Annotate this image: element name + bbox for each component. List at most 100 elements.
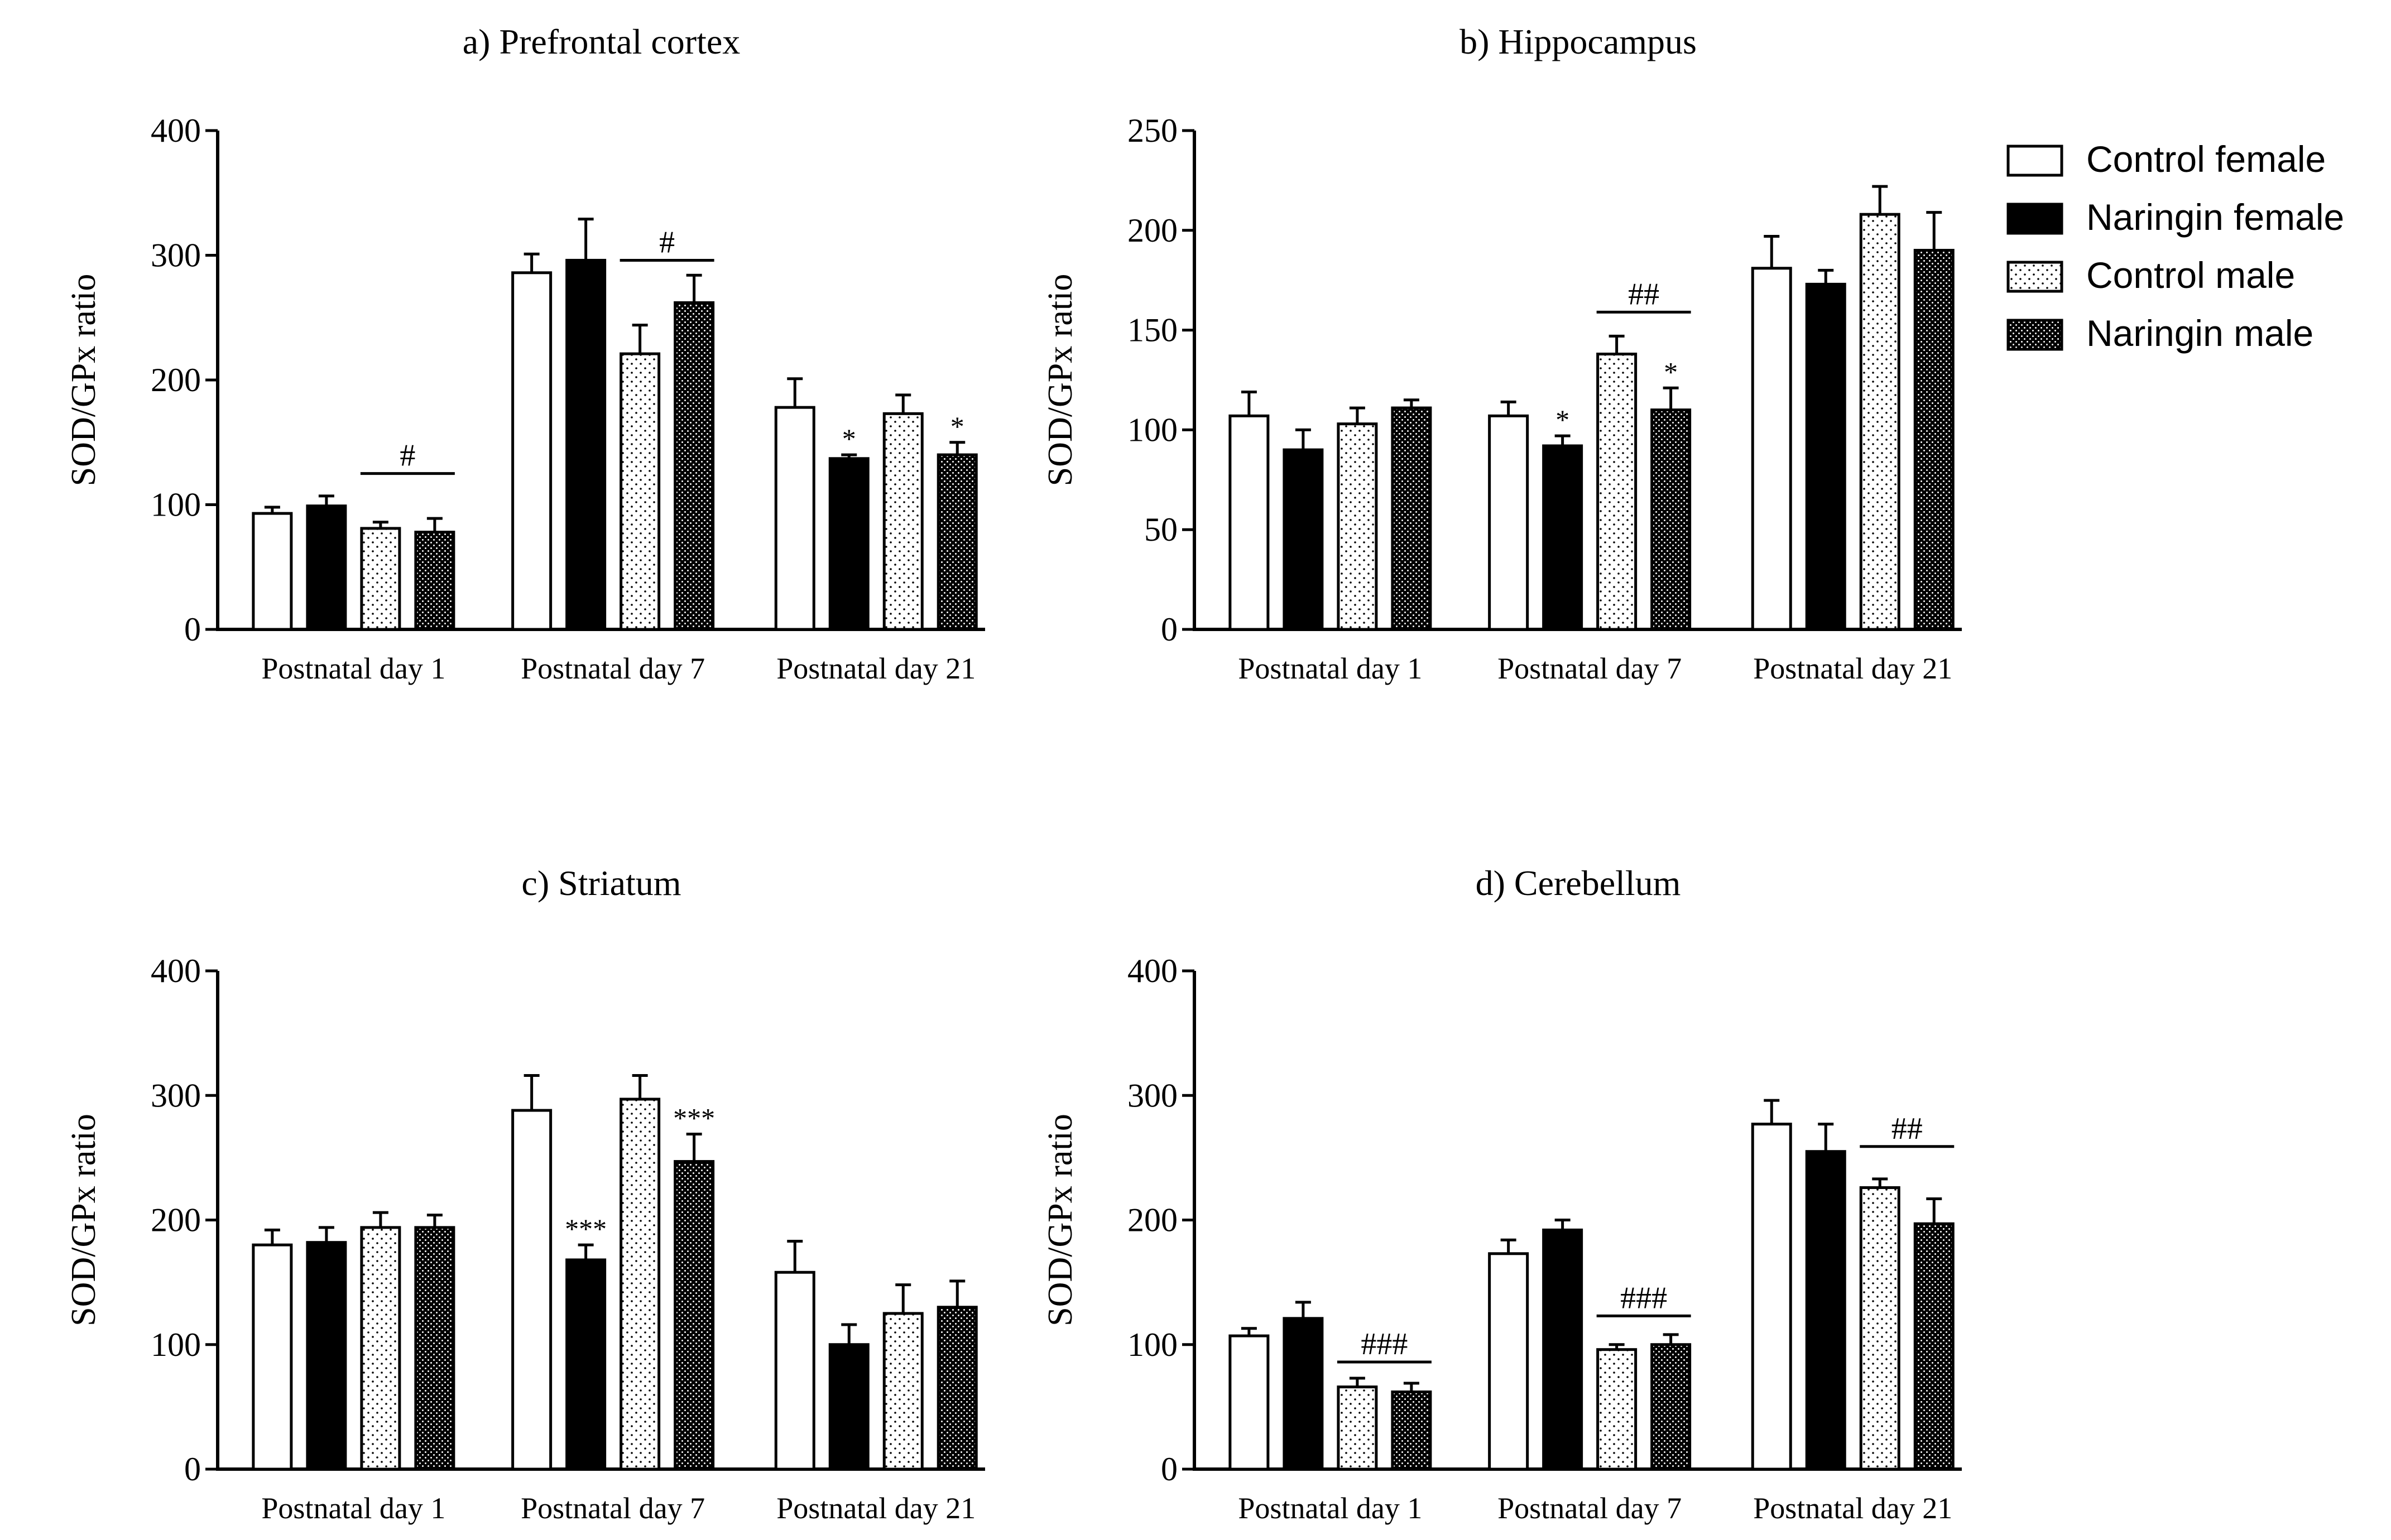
bar-control-female [252, 512, 293, 631]
bar-naringin-male [674, 301, 715, 631]
bar-naringin-female [1542, 1228, 1583, 1471]
x-tick-label: Postnatal day 1 [261, 1491, 445, 1525]
x-tick-label: Postnatal day 21 [776, 652, 976, 685]
panel-b-hippocampus: b) Hippocampus SOD/GPx ratio 0 50 100 150 200 2… [1041, 22, 1962, 685]
significance-hash: ### [1361, 1327, 1408, 1361]
y-tick-label: 400 [151, 952, 201, 989]
bar-control-female [511, 271, 553, 631]
bar-naringin-male [414, 1226, 455, 1471]
significance-star: * [842, 423, 856, 454]
y-axis-label: SOD/GPx ratio [65, 274, 103, 487]
bar-control-female [1488, 1252, 1529, 1471]
bar-control-female [1488, 414, 1529, 631]
bar-control-male [1337, 1385, 1378, 1471]
y-tick-label: 300 [1127, 1077, 1178, 1114]
bar-control-male [1596, 353, 1638, 631]
bar-naringin-female [1805, 1150, 1846, 1471]
chart-title: c) Striatum [521, 863, 681, 903]
bar-naringin-female [565, 1258, 607, 1471]
bar-naringin-female [565, 258, 607, 631]
y-axis-label: SOD/GPx ratio [65, 1114, 103, 1326]
significance-hash: ## [1891, 1111, 1923, 1146]
y-tick-label: 100 [1127, 1326, 1178, 1363]
legend-swatch-control-female [2006, 145, 2063, 177]
bar-control-male [1337, 422, 1378, 631]
legend-label-control-female: Control female [2086, 138, 2326, 180]
bar-control-male [1859, 1186, 1900, 1471]
legend: Control female Naringin female Control mal… [2006, 138, 2344, 354]
y-tick-label: 100 [1127, 411, 1178, 448]
legend-swatch-naringin-male [2006, 319, 2063, 351]
x-tick-label: Postnatal day 21 [1753, 1491, 1952, 1525]
y-tick-label: 0 [184, 1451, 201, 1488]
bar-control-male [620, 352, 661, 631]
significance-hash: ## [1628, 277, 1659, 311]
y-tick-label: 250 [1127, 112, 1178, 149]
bar-naringin-male [1913, 1222, 1955, 1471]
panel-c-striatum: c) Striatum SOD/GPx ratio 0 100 200 300 400 Pos… [65, 863, 985, 1525]
bar-naringin-female [1805, 282, 1846, 631]
bar-naringin-male [937, 453, 978, 631]
y-tick-label: 150 [1127, 312, 1178, 349]
bar-naringin-female [828, 1343, 870, 1471]
y-axis-label: SOD/GPx ratio [1041, 1114, 1079, 1326]
bar-naringin-female [1283, 448, 1324, 631]
significance-hash: # [659, 225, 675, 259]
bar-naringin-male [414, 531, 455, 631]
significance-star: *** [673, 1102, 715, 1133]
bar-control-female [252, 1243, 293, 1471]
y-tick-label: 400 [1127, 952, 1178, 989]
y-tick-label: 400 [151, 112, 201, 149]
significance-hash: # [400, 439, 415, 473]
bar-naringin-male [1391, 406, 1432, 631]
bar-naringin-female [306, 504, 347, 631]
x-tick-label: Postnatal day 1 [1238, 652, 1422, 685]
chart-title: d) Cerebellum [1476, 863, 1681, 903]
legend-label-control-male: Control male [2086, 254, 2295, 296]
y-tick-label: 300 [151, 1077, 201, 1114]
legend-swatch-control-male [2006, 261, 2063, 293]
legend-label-naringin-male: Naringin male [2086, 312, 2313, 354]
x-tick-label: Postnatal day 7 [1497, 1491, 1682, 1525]
significance-star: *** [565, 1213, 607, 1244]
y-tick-label: 300 [151, 237, 201, 274]
bar-control-male [360, 1226, 401, 1471]
y-tick-label: 200 [151, 362, 201, 398]
bar-naringin-male [1391, 1390, 1432, 1471]
bar-control-male [882, 412, 924, 631]
chart-title: b) Hippocampus [1459, 22, 1697, 61]
y-tick-label: 200 [1127, 1202, 1178, 1239]
panel-a-prefrontal-cortex: a) Prefrontal cortex SOD/GPx ratio 0 100 200… [65, 22, 985, 685]
x-tick-label: Postnatal day 7 [521, 1491, 705, 1525]
bar-control-male [620, 1098, 661, 1471]
bar-naringin-female [828, 457, 870, 631]
bar-naringin-male [937, 1306, 978, 1471]
bar-control-female [1228, 1334, 1270, 1471]
bar-control-male [1859, 213, 1900, 631]
significance-star: * [1555, 404, 1569, 435]
x-tick-label: Postnatal day 21 [1753, 652, 1952, 685]
y-tick-label: 200 [1127, 212, 1178, 249]
y-tick-label: 200 [151, 1202, 201, 1239]
y-tick-label: 0 [1161, 611, 1178, 648]
legend-label-naringin-female: Naringin female [2086, 196, 2344, 238]
significance-star: * [950, 411, 964, 442]
bar-control-male [1596, 1348, 1638, 1471]
bar-control-male [360, 527, 401, 631]
bar-naringin-female [306, 1241, 347, 1471]
bar-naringin-male [674, 1160, 715, 1471]
bar-naringin-male [1913, 249, 1955, 631]
bar-control-male [882, 1312, 924, 1471]
y-tick-label: 0 [1161, 1451, 1178, 1488]
bar-control-female [774, 406, 815, 631]
y-tick-label: 100 [151, 487, 201, 523]
bar-control-female [511, 1109, 553, 1471]
significance-hash: ### [1620, 1281, 1667, 1315]
bar-naringin-female [1283, 1317, 1324, 1471]
bar-control-female [1751, 1123, 1792, 1471]
bar-naringin-male [1650, 408, 1692, 631]
x-tick-label: Postnatal day 1 [261, 652, 445, 685]
significance-star: * [1664, 356, 1678, 387]
panel-d-cerebellum: d) Cerebellum SOD/GPx ratio 0 100 200 300 400 P… [1041, 863, 1962, 1525]
